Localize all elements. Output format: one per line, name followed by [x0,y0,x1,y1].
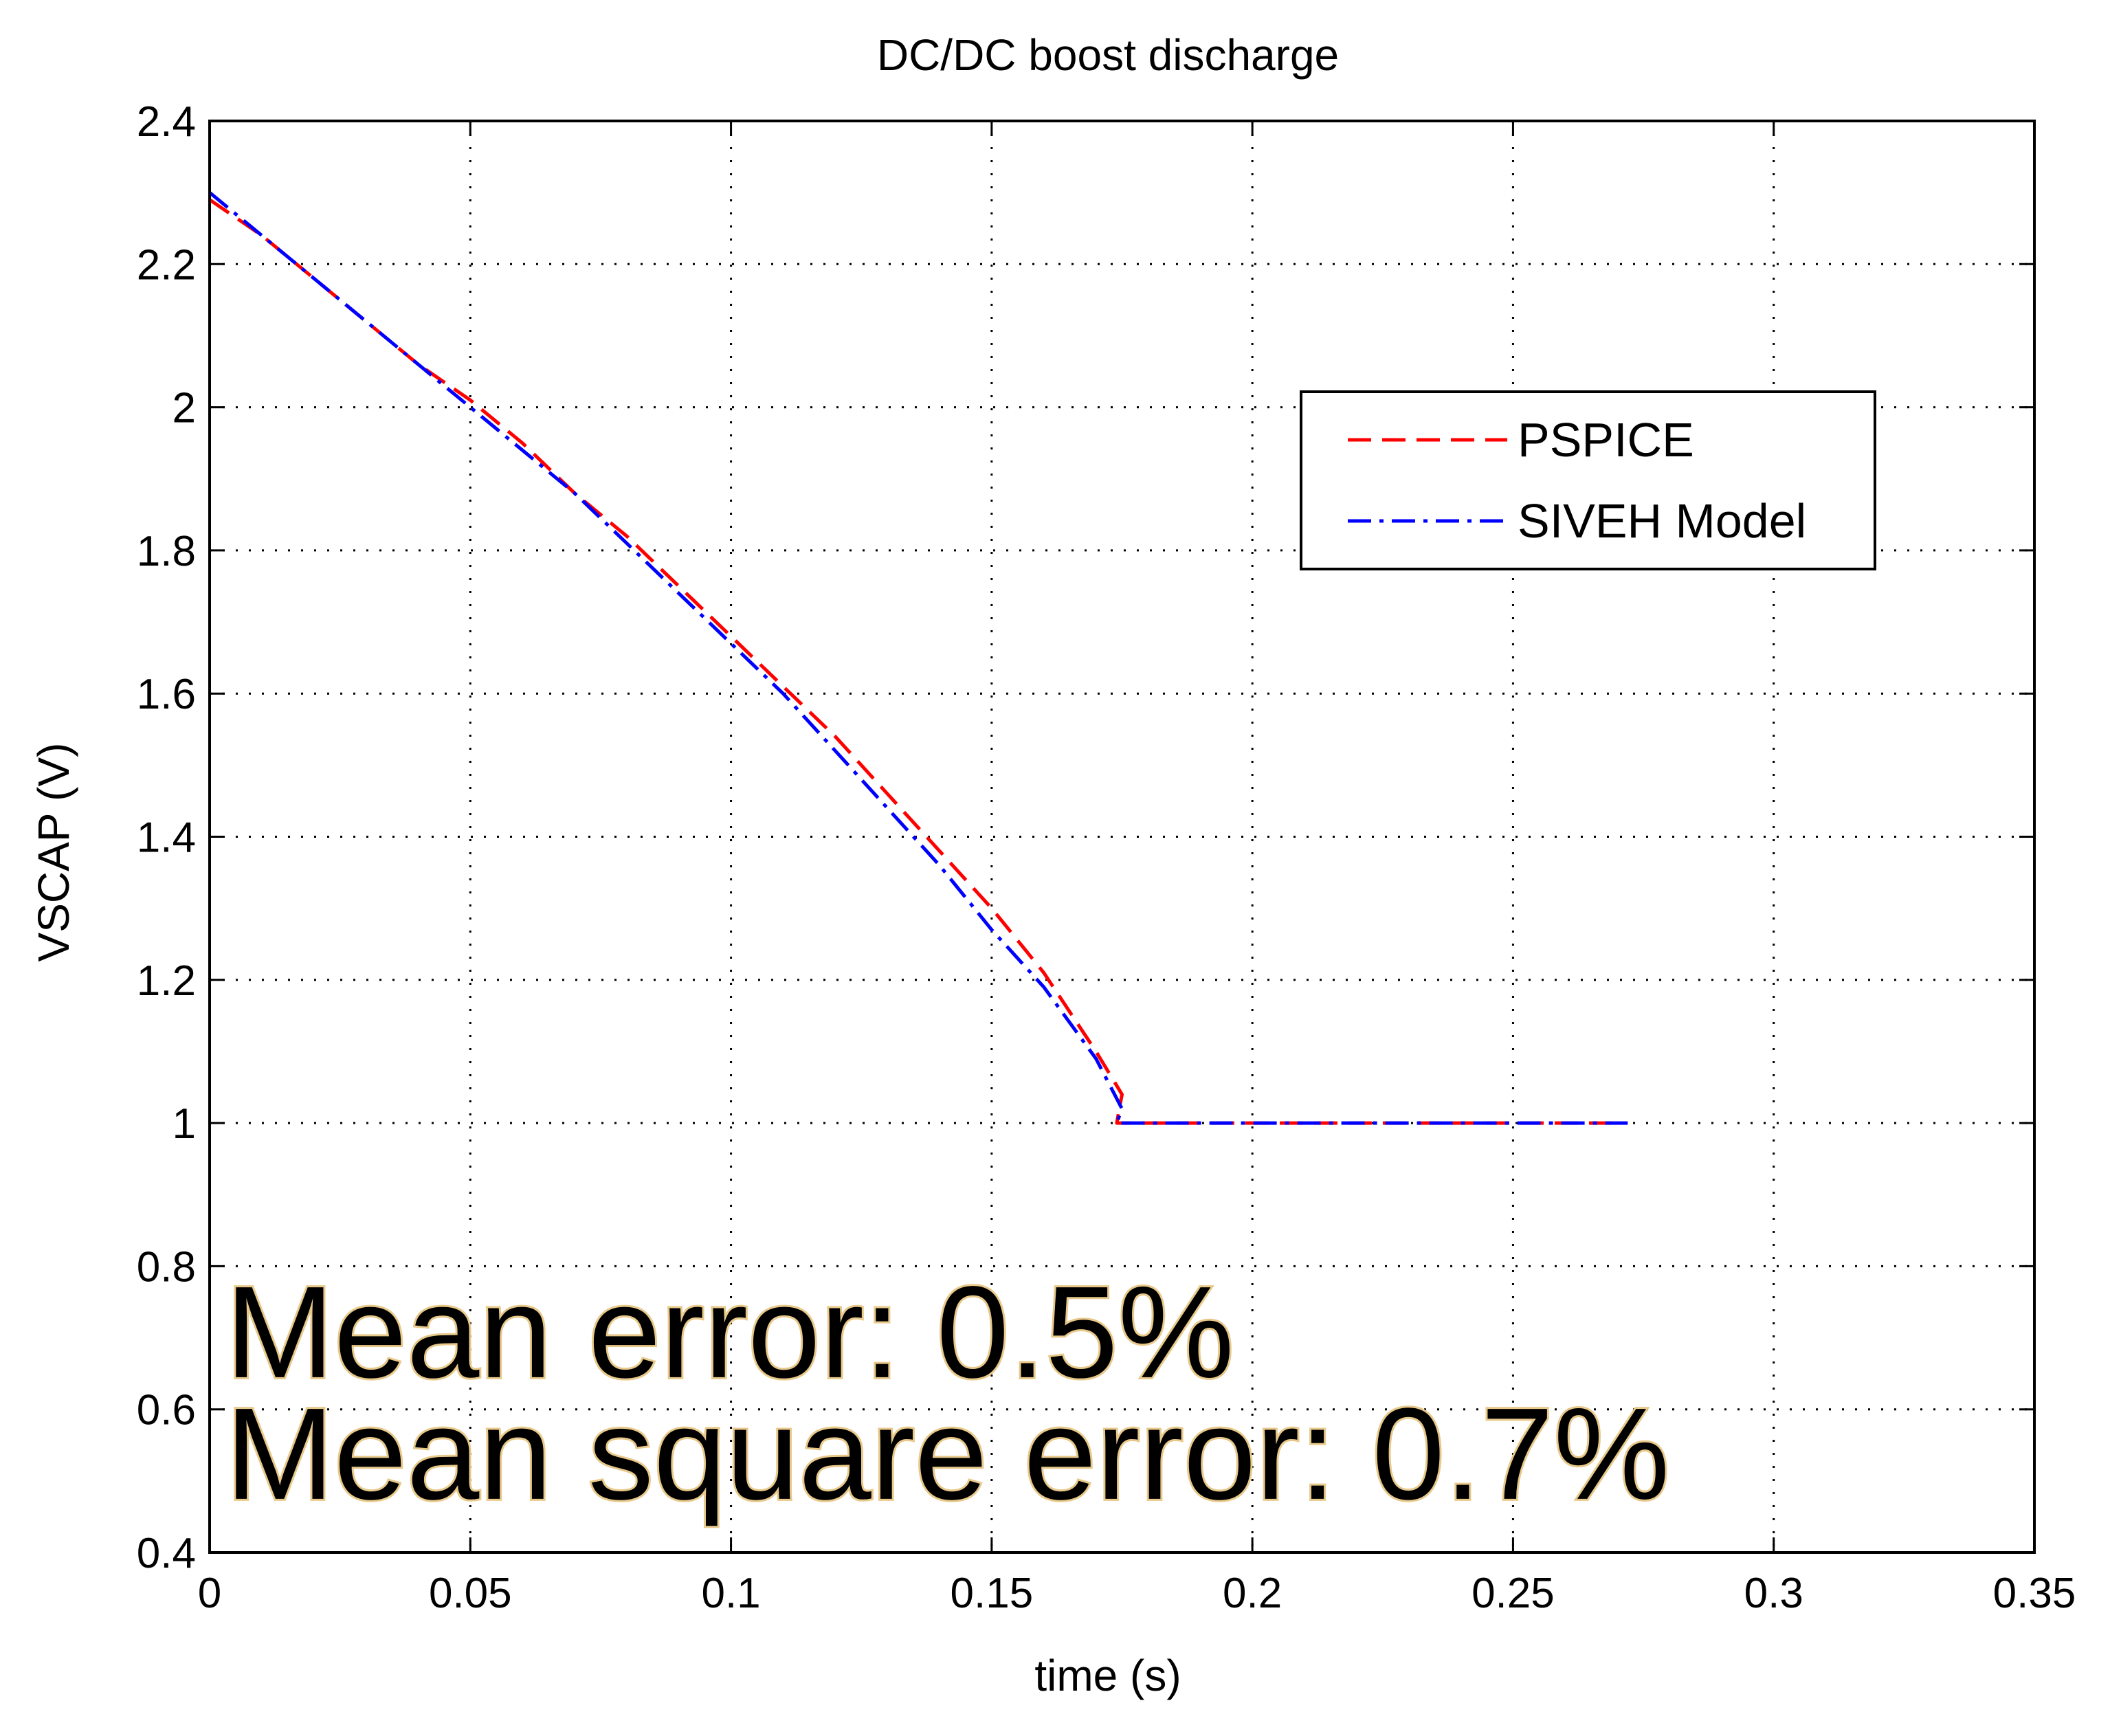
y-tick-label: 1 [173,1100,196,1148]
y-axis-label: VSCAP (V) [29,743,78,962]
series-line-siveh-model [208,191,1628,1125]
x-tick-label: 0.25 [1472,1570,1555,1617]
x-tick-label: 0.1 [701,1570,760,1617]
x-tick-label: 0 [198,1570,221,1617]
y-tick-label: 1.2 [137,957,196,1005]
annotation-text: Mean square error: 0.7% [225,1381,1670,1527]
y-tick-label: 0.8 [137,1243,196,1291]
legend-box [1300,390,1876,570]
x-tick-label: 0.05 [429,1570,512,1617]
y-tick-label: 0.4 [137,1530,196,1577]
annotations: Mean error: 0.5%Mean square error: 0.7% [223,1258,1672,1529]
y-tick-label: 1.4 [137,814,196,862]
axis-ticks: 0 0.05 0.1 0.15 0.2 0.25 0.3 0.35 0.4 0.6 0.8 1 1.2 1… [137,98,2076,1617]
x-tick-label: 0.35 [1993,1570,2076,1617]
legend-label: PSPICE [1518,413,1694,467]
series-line-pspice [208,198,1618,1125]
y-tick-label: 2.2 [137,241,196,289]
x-tick-label: 0.3 [1744,1570,1803,1617]
legend: PSPICE SIVEH Model [1300,390,1876,570]
chart-title: DC/DC boost discharge [877,30,1339,80]
y-tick-label: 2 [173,385,196,432]
y-tick-label: 0.6 [137,1387,196,1434]
legend-label: SIVEH Model [1518,494,1806,548]
x-tick-label: 0.2 [1223,1570,1282,1617]
x-axis-label: time (s) [1034,1651,1181,1700]
y-tick-label: 1.6 [137,671,196,718]
annotation-text: Mean error: 0.5% [225,1260,1234,1405]
plot-area-frame [208,120,2036,1554]
y-tick-label: 1.8 [137,528,196,575]
x-tick-label: 0.15 [951,1570,1034,1617]
series-lines [208,191,1628,1125]
y-tick-label: 2.4 [137,98,196,146]
